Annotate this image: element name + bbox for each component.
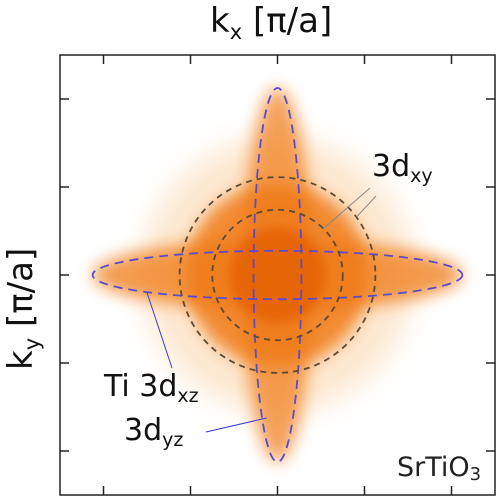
annotation-ti-3dxz: Ti 3dxz [104, 369, 199, 407]
intensity-core [229, 227, 326, 323]
annotation-3dxy: 3dxy [372, 149, 433, 187]
y-axis-title: ky [π/a] [1, 247, 44, 370]
leader-xz [146, 292, 173, 369]
fermi-surface-xz [91, 249, 464, 301]
x-axis-title: kx [π/a] [210, 1, 333, 44]
annotation-3dyz: 3dyz [124, 413, 184, 451]
leader-yz [205, 417, 267, 433]
sample-label: SrTiO3 [397, 452, 482, 485]
fermi-surface-xy-outer [178, 176, 377, 374]
fermi-surface-xy-inner [211, 208, 344, 342]
leader-xy-inner [323, 187, 371, 229]
fermi-surface-yz [252, 87, 303, 463]
leader-xy-outer [356, 195, 377, 218]
